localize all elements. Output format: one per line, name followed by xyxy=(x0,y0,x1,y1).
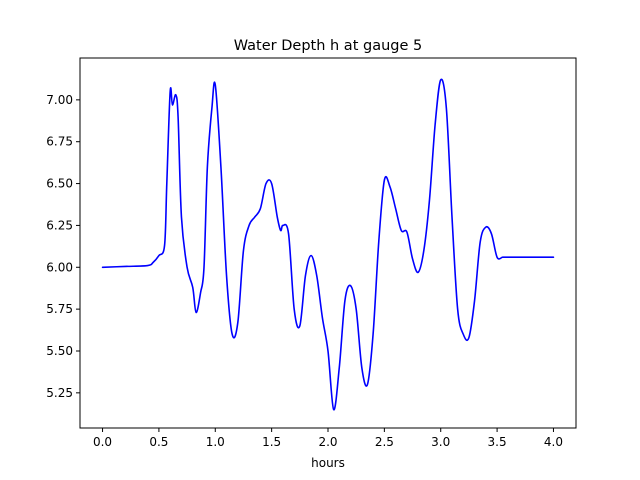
x-tick-label: 3.0 xyxy=(431,435,450,449)
y-tick-label: 6.00 xyxy=(46,260,73,274)
series-line-gauge-5 xyxy=(101,78,555,411)
y-tick-label: 5.50 xyxy=(46,344,73,358)
y-tick-label: 5.25 xyxy=(46,386,73,400)
x-axis: 0.0 0.5 1.0 1.5 2.0 2.5 3.0 3.5 4.0 xyxy=(93,428,563,449)
x-tick-label: 0.0 xyxy=(93,435,112,449)
x-tick-label: 4.0 xyxy=(544,435,563,449)
x-tick-label: 1.5 xyxy=(262,435,281,449)
x-tick-label: 2.5 xyxy=(375,435,394,449)
x-tick-label: 1.0 xyxy=(206,435,225,449)
x-tick-label: 2.0 xyxy=(318,435,337,449)
y-tick-label: 7.00 xyxy=(46,93,73,107)
y-tick-label: 6.75 xyxy=(46,135,73,149)
y-tick-label: 6.25 xyxy=(46,218,73,232)
chart-title: Water Depth h at gauge 5 xyxy=(234,38,422,54)
x-tick-label: 3.5 xyxy=(488,435,507,449)
x-axis-label: hours xyxy=(311,456,345,470)
y-axis: 5.25 5.50 5.75 6.00 6.25 6.50 6.75 7.00 xyxy=(46,93,80,400)
x-tick-label: 0.5 xyxy=(149,435,168,449)
y-tick-label: 6.50 xyxy=(46,177,73,191)
y-tick-label: 5.75 xyxy=(46,302,73,316)
